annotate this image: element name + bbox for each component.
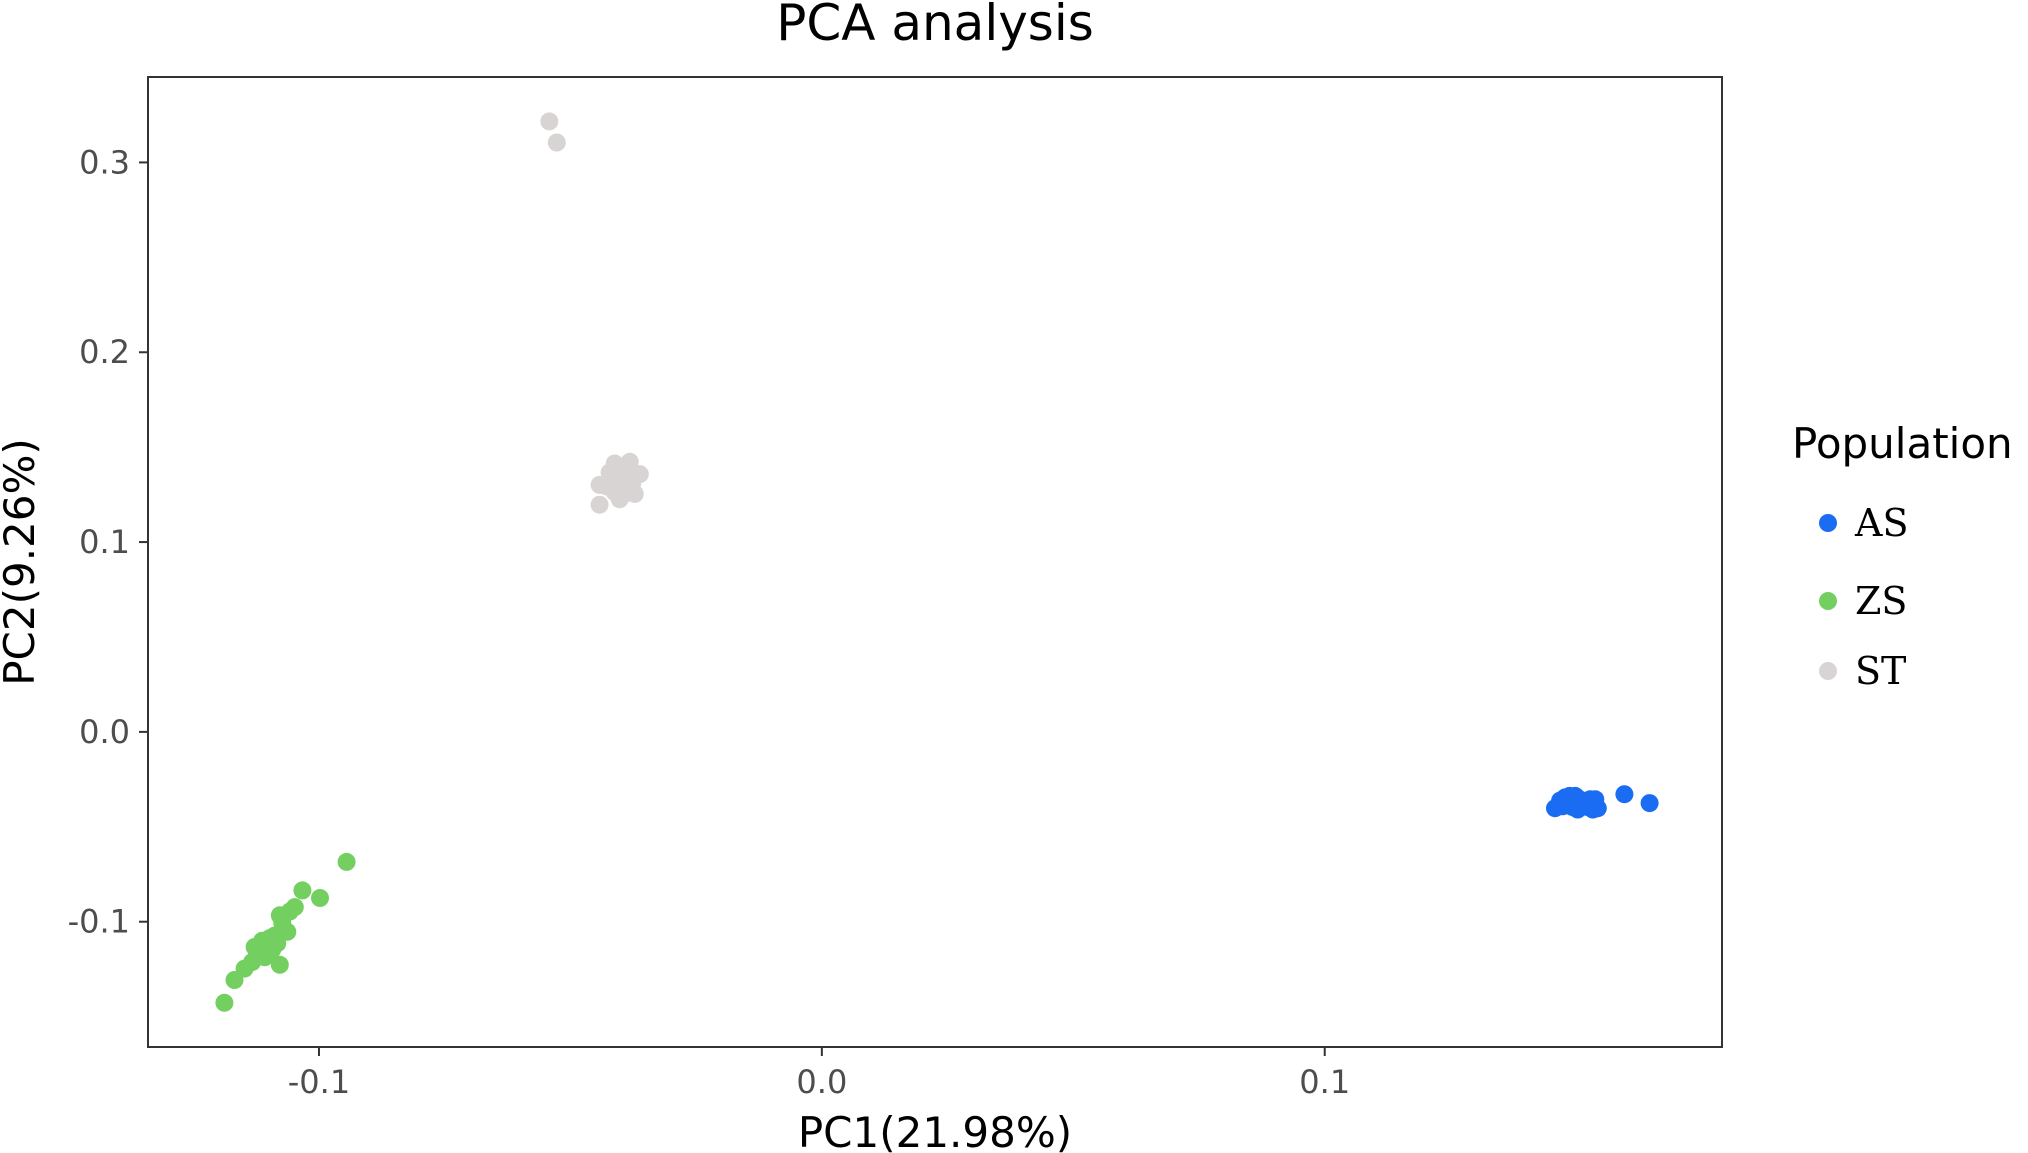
y-tick-label: 0.3 [79, 143, 130, 181]
chart-title: PCA analysis [776, 0, 1094, 52]
point-zs [311, 889, 329, 907]
point-zs [215, 993, 234, 1012]
legend-key-as [1819, 514, 1837, 532]
plot-panel [147, 76, 1723, 1048]
y-axis-label: PC2(9.26%) [0, 438, 44, 686]
y-axis: -0.1 0.0 0.1 0.2 0.3 [68, 143, 148, 941]
legend-label-st: ST [1855, 649, 1906, 693]
legend-item-as: AS [1819, 501, 1908, 545]
point-zs [225, 971, 244, 989]
legend-key-zs [1819, 592, 1837, 610]
point-as [1615, 785, 1634, 804]
point-st [540, 112, 559, 131]
point-st [615, 479, 634, 498]
series-st [540, 112, 649, 514]
y-tick-label: -0.1 [68, 903, 130, 941]
scatter-points [215, 112, 1659, 1012]
legend-items: AS ZS ST [1819, 501, 1908, 693]
y-tick-label: 0.2 [79, 333, 130, 371]
point-zs [270, 955, 289, 974]
series-as [1546, 785, 1659, 819]
legend-item-st: ST [1819, 649, 1906, 693]
legend-label-as: AS [1854, 501, 1908, 545]
x-axis-label: PC1(21.98%) [798, 1108, 1072, 1153]
point-as [1561, 792, 1580, 811]
point-as [1588, 799, 1607, 818]
point-zs [248, 945, 267, 964]
x-tick-label: 0.1 [1299, 1063, 1350, 1101]
point-st [547, 133, 566, 152]
x-axis: -0.1 0.0 0.1 [288, 1047, 1350, 1101]
legend-title: Population [1792, 419, 2013, 468]
y-tick-label: 0.1 [79, 523, 130, 561]
point-zs [337, 852, 356, 871]
series-zs [215, 852, 356, 1012]
point-st [590, 495, 609, 514]
point-st [598, 477, 617, 496]
point-zs [293, 881, 312, 900]
point-zs [273, 914, 292, 932]
x-tick-label: 0.0 [796, 1063, 847, 1101]
legend-label-zs: ZS [1855, 579, 1907, 623]
legend: Population AS ZS ST [1792, 419, 2013, 693]
legend-item-zs: ZS [1819, 579, 1907, 623]
y-tick-label: 0.0 [79, 713, 130, 751]
point-as [1640, 794, 1659, 813]
legend-key-st [1819, 662, 1837, 680]
x-tick-label: -0.1 [288, 1063, 350, 1101]
